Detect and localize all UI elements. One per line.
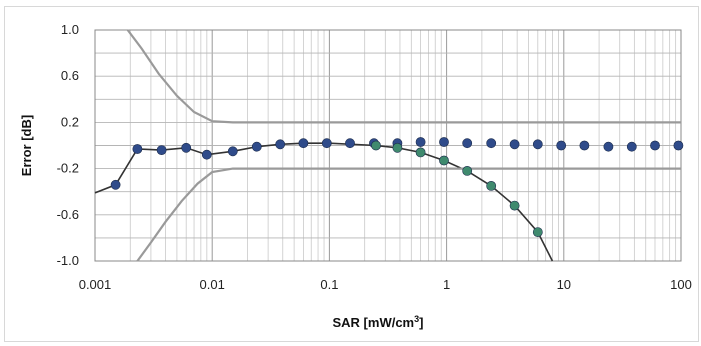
y-axis-title: Error [dB] (19, 115, 34, 176)
y-tick-label: -1.0 (57, 253, 79, 268)
x-tick-label: 1 (443, 277, 450, 292)
data-point-series-0 (556, 140, 567, 151)
data-point-series-0 (251, 141, 262, 152)
data-point-series-0 (486, 138, 497, 149)
x-axis-title-end: ] (419, 315, 423, 330)
series-lines (94, 29, 681, 262)
data-point-series-1 (486, 180, 497, 191)
x-tick-label: 0.001 (79, 277, 112, 292)
data-point-series-0 (227, 146, 238, 157)
y-tick-label: 0.6 (61, 68, 79, 83)
data-point-series-0 (345, 138, 355, 149)
data-point-series-1 (392, 142, 403, 153)
y-tick-label: 0.2 (61, 114, 79, 129)
x-axis-title-superscript: 3 (414, 314, 419, 324)
data-point-series-1 (462, 165, 473, 176)
data-point-series-0 (181, 142, 192, 153)
x-tick-labels: 0.001 0.01 0.1 1 10 100 (79, 277, 692, 292)
data-point-series-0 (673, 140, 684, 151)
data-point-series-0 (462, 138, 473, 149)
data-point-series-1 (415, 147, 426, 158)
data-point-series-1 (439, 155, 449, 166)
data-point-series-0 (532, 139, 543, 150)
y-tick-label: 1.0 (61, 22, 79, 37)
data-point-series-0 (603, 141, 614, 152)
y-tick-label: -0.2 (57, 161, 79, 176)
data-point-series-0 (132, 144, 143, 154)
data-point-series-0 (275, 139, 286, 150)
data-point-series-0 (579, 140, 590, 151)
data-point-series-0 (298, 138, 309, 149)
data-point-series-1 (371, 140, 381, 151)
data-point-series-0 (156, 145, 167, 155)
data-point-series-0 (509, 139, 520, 150)
data-point-series-0 (650, 140, 660, 151)
data-point-series-0 (439, 137, 449, 147)
x-axis-title: SAR [mW/cm3] (333, 314, 424, 330)
x-tick-label: 0.1 (320, 277, 338, 292)
x-axis-title-main: SAR [mW/cm (333, 315, 415, 330)
x-tick-label: 10 (557, 277, 571, 292)
data-point-series-0 (201, 149, 212, 160)
data-point-series-0 (415, 137, 426, 147)
data-point-series-1 (532, 227, 543, 237)
y-tick-label: -0.6 (57, 207, 79, 222)
data-point-series-0 (321, 138, 332, 149)
data-point-series-0 (626, 141, 637, 152)
chart-figure: 1.0 0.6 0.2 -0.2 -0.6 -1.0 0.001 0.01 0.1 1 10 100… (4, 6, 699, 342)
series-markers (110, 137, 684, 237)
x-tick-label: 100 (670, 277, 692, 292)
x-tick-label: 0.01 (200, 277, 225, 292)
chart-svg: 1.0 0.6 0.2 -0.2 -0.6 -1.0 0.001 0.01 0.1 1 10 100… (19, 22, 692, 330)
data-point-series-0 (110, 179, 121, 190)
tolerance-band-lower (136, 167, 681, 262)
y-tick-labels: 1.0 0.6 0.2 -0.2 -0.6 -1.0 (57, 22, 79, 268)
tolerance-band-upper (126, 29, 681, 124)
data-point-series-1 (509, 200, 520, 211)
series-line-1 (329, 142, 554, 262)
